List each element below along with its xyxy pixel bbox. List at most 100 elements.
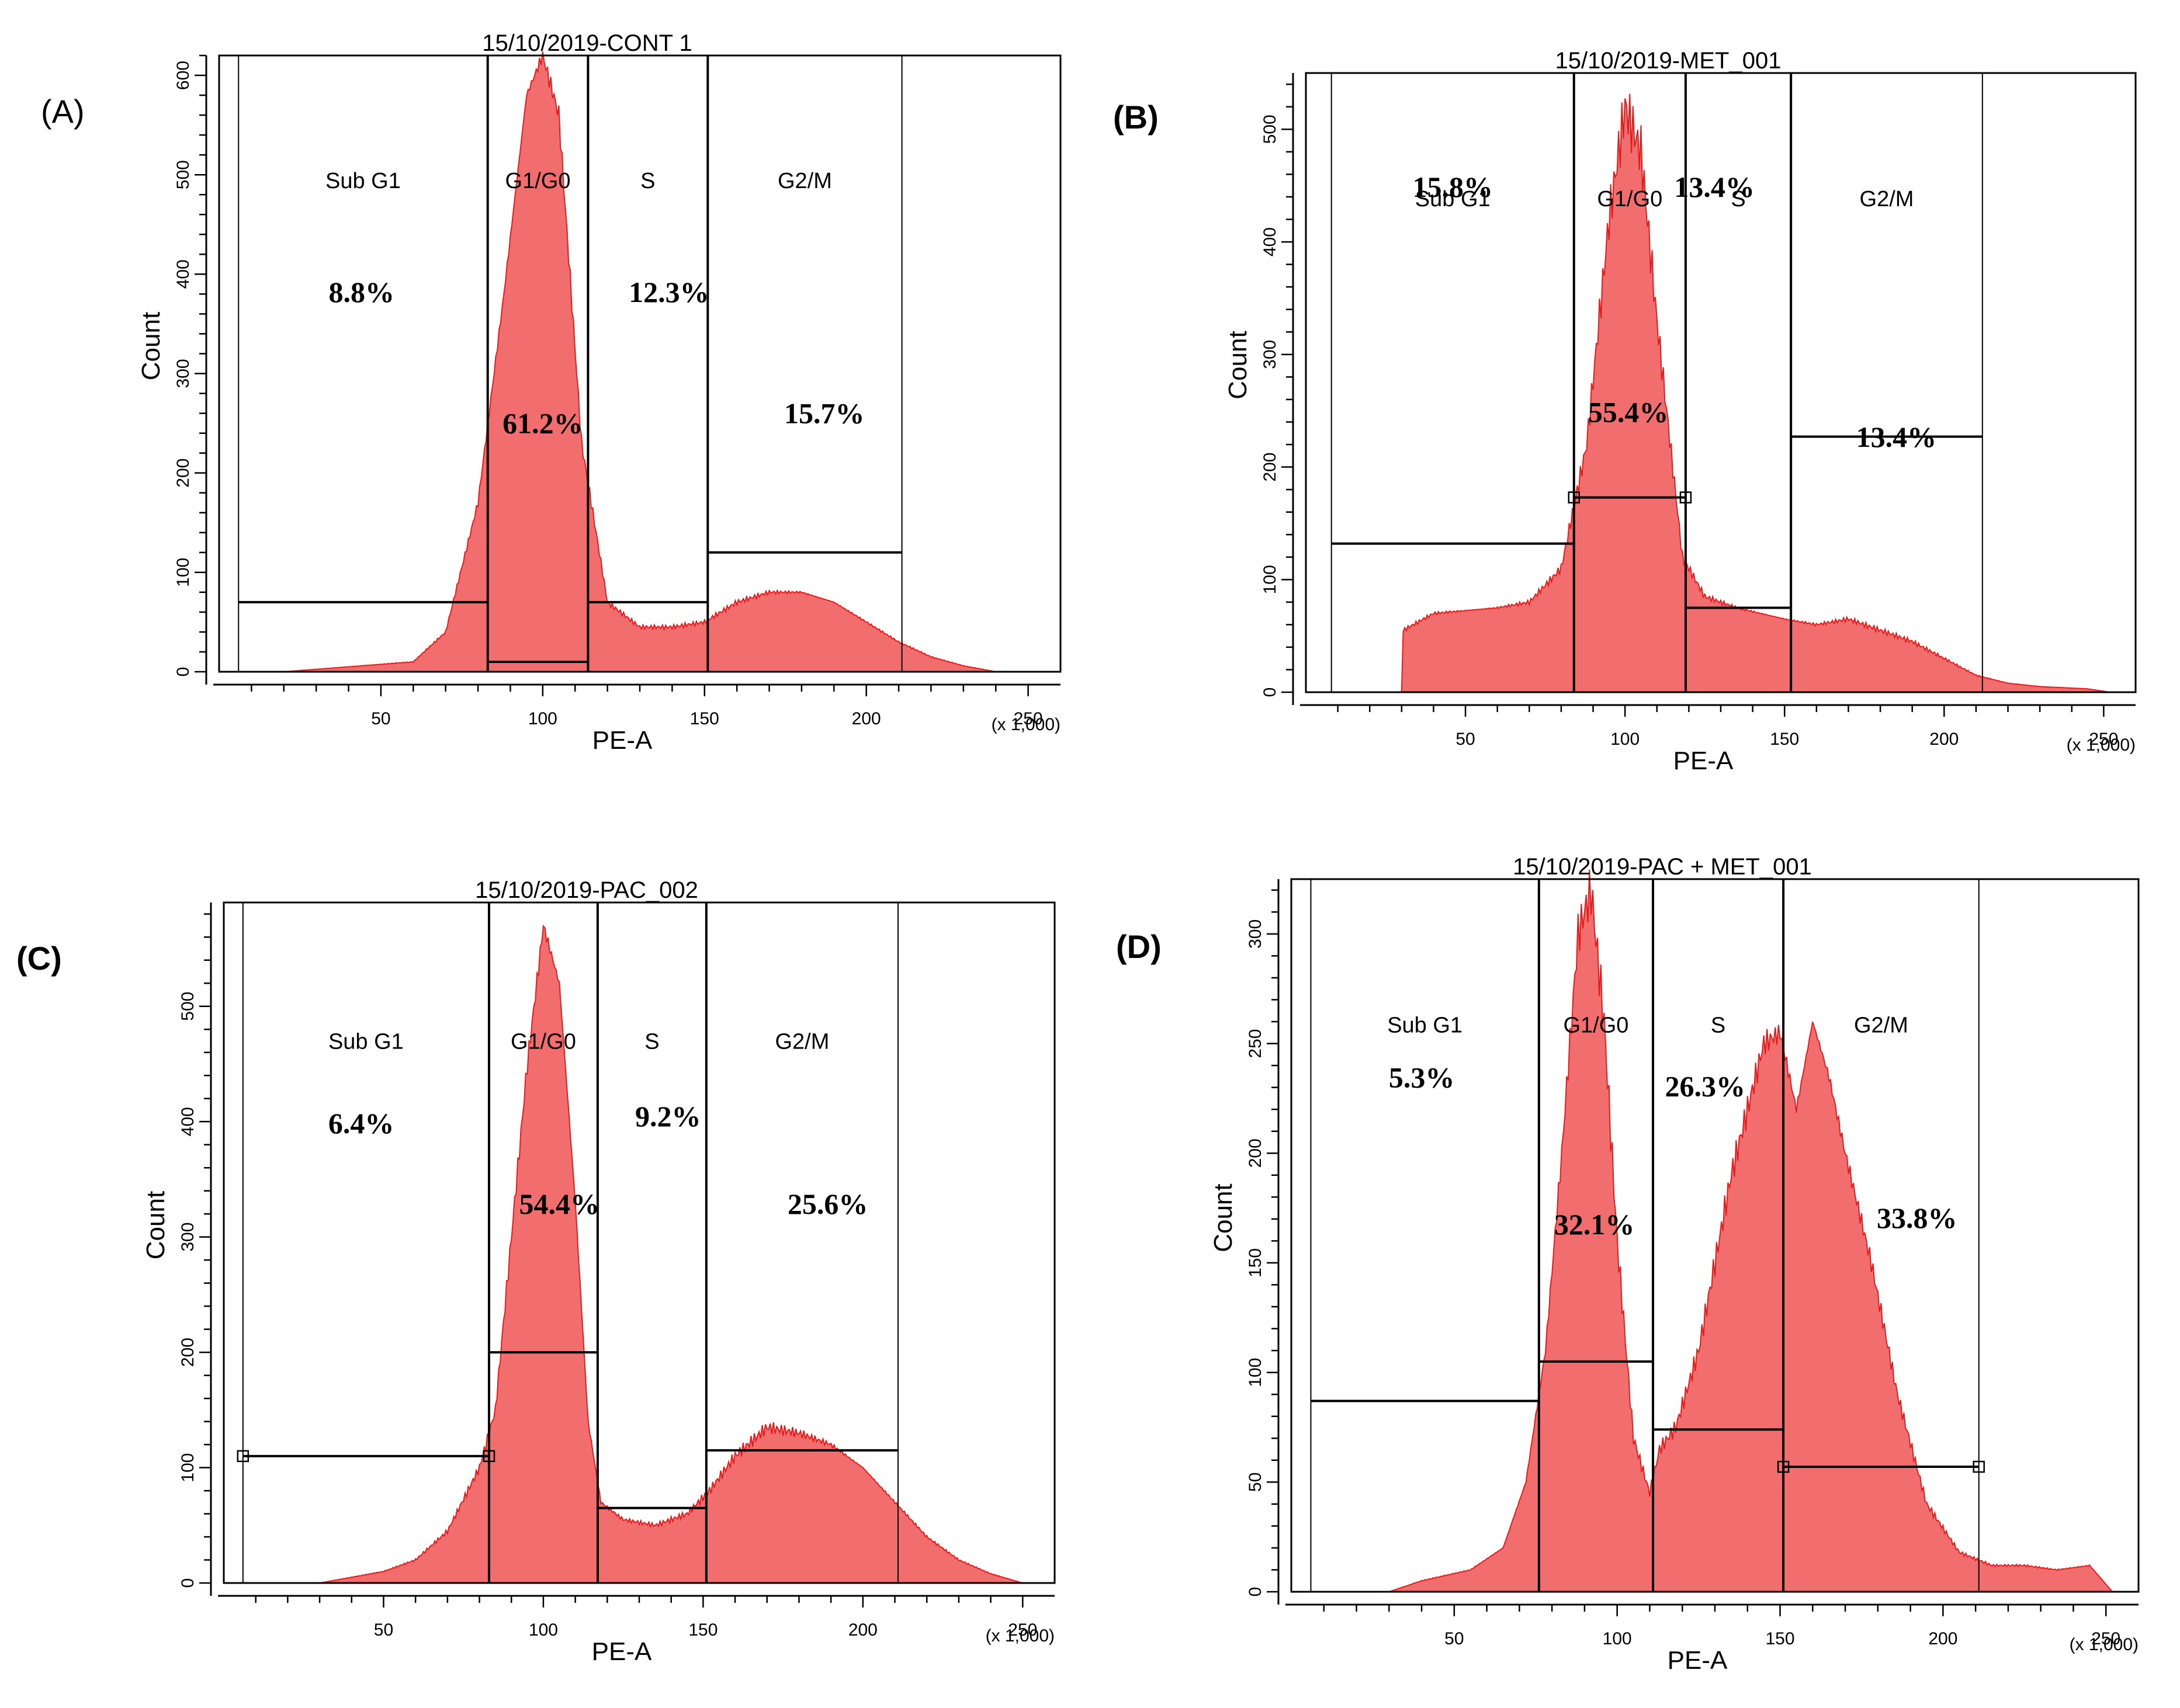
- x-axis-label: PE-A: [1668, 1646, 1728, 1675]
- y-tick-label: 300: [174, 359, 193, 388]
- y-axis-label: Count: [1224, 331, 1252, 399]
- y-tick-label: 400: [174, 259, 193, 289]
- y-axis-label: Count: [1209, 1183, 1238, 1252]
- x-scale-note: (x 1,000): [2070, 1635, 2139, 1654]
- y-tick-label: 200: [174, 459, 193, 488]
- y-tick-label: 400: [178, 1107, 197, 1136]
- x-tick-label: 50: [1455, 730, 1475, 749]
- y-tick-label: 100: [178, 1453, 197, 1483]
- y-tick-label: 200: [178, 1338, 197, 1367]
- x-tick-label: 100: [1603, 1629, 1632, 1648]
- x-tick-label: 200: [1928, 1629, 1957, 1648]
- x-axis-label: PE-A: [592, 726, 653, 755]
- gate-handle: [1777, 1460, 1790, 1473]
- gate-name: G2/M: [1854, 1013, 1908, 1037]
- x-tick-label: 250: [1014, 709, 1043, 728]
- y-tick-label: 250: [1246, 1029, 1265, 1058]
- gate-percent: 26.3%: [1665, 1070, 1746, 1103]
- y-axis-label: Count: [137, 312, 165, 380]
- gate-percent: 15.8%: [1412, 171, 1493, 203]
- histogram-area: [319, 924, 1023, 1584]
- x-tick-label: 150: [1766, 1629, 1795, 1648]
- x-tick-label: 200: [848, 1620, 878, 1640]
- y-tick-label: 100: [174, 558, 193, 587]
- y-tick-label: 200: [1260, 453, 1280, 482]
- x-tick-label: 100: [529, 1620, 558, 1640]
- x-tick-label: 50: [374, 1620, 393, 1640]
- y-tick-label: 200: [1246, 1138, 1265, 1168]
- y-tick-label: 0: [174, 667, 193, 677]
- gate-name: S: [640, 169, 655, 193]
- y-axis-label: Count: [141, 1191, 170, 1259]
- panel-letter: (D): [1116, 928, 1162, 965]
- chart-title: 15/10/2019-MET_001: [1555, 48, 1782, 74]
- histogram-area: [283, 51, 996, 672]
- plot-frame: [223, 901, 1056, 1584]
- y-tick-label: 400: [1260, 227, 1280, 256]
- x-scale-note: (x 1,000): [986, 1626, 1055, 1645]
- gate-handle: [1973, 1460, 1985, 1473]
- x-tick-label: 250: [1008, 1620, 1037, 1640]
- gate-name: Sub G1: [1415, 187, 1491, 211]
- panel-letter: (C): [16, 940, 62, 977]
- gate-name: G1/G0: [1597, 187, 1662, 211]
- gate-name: Sub G1: [325, 169, 401, 193]
- gate-percent: 13.4%: [1674, 171, 1755, 203]
- y-tick-label: 150: [1246, 1248, 1265, 1277]
- x-tick-label: 250: [2091, 1629, 2120, 1648]
- y-tick-label: 50: [1246, 1473, 1265, 1492]
- gate-name: Sub G1: [1387, 1013, 1462, 1037]
- gate-percent: 9.2%: [635, 1100, 701, 1133]
- histogram-panel-1: (A) Sub G1 8.8% G1/G0 61.2% S 12.3% G2/M 15.7% 15…: [41, 30, 1062, 755]
- plot-frame: [1290, 878, 2140, 1593]
- chart-title: 15/10/2019-PAC_002: [475, 877, 698, 903]
- histogram-area: [1388, 869, 2114, 1592]
- histogram-panel-4: (D) Sub G1 5.3% G1/G0 32.1% S 26.3% G2/M 33.8% 15…: [1116, 854, 2140, 1675]
- y-tick-label: 0: [1246, 1587, 1265, 1597]
- gate-name: G2/M: [1860, 187, 1914, 211]
- y-tick-label: 600: [174, 61, 193, 90]
- plot-frame: [218, 54, 1062, 673]
- gate-name: S: [644, 1029, 659, 1054]
- gate-percent: 33.8%: [1877, 1202, 1957, 1234]
- gate-percent: 61.2%: [502, 407, 583, 440]
- gate-name: G2/M: [778, 169, 832, 193]
- panel-letter: (B): [1113, 99, 1159, 136]
- y-tick-label: 100: [1260, 565, 1280, 594]
- histogram-area: [1401, 93, 2110, 693]
- y-tick-label: 500: [174, 160, 193, 189]
- gate-name: G2/M: [775, 1029, 829, 1054]
- gate-percent: 55.4%: [1588, 395, 1669, 428]
- gate-percent: 25.6%: [788, 1188, 868, 1220]
- gate-name: G1/G0: [511, 1029, 576, 1054]
- gate-percent: 54.4%: [519, 1188, 600, 1220]
- x-scale-note: (x 1,000): [992, 715, 1060, 734]
- y-tick-label: 500: [178, 992, 197, 1021]
- gate-name: S: [1711, 1013, 1725, 1037]
- y-tick-label: 300: [1246, 919, 1265, 949]
- x-tick-label: 100: [1610, 730, 1640, 749]
- gate-percent: 6.4%: [328, 1107, 394, 1140]
- y-tick-label: 500: [1260, 114, 1280, 144]
- x-tick-label: 50: [371, 709, 390, 728]
- gate-percent: 5.3%: [1389, 1061, 1455, 1094]
- y-tick-label: 100: [1246, 1358, 1265, 1387]
- x-axis-label: PE-A: [592, 1637, 652, 1666]
- plot-frame: [1305, 72, 2137, 693]
- x-tick-label: 150: [690, 709, 719, 728]
- x-tick-label: 50: [1444, 1629, 1464, 1648]
- gate-handle: [1568, 491, 1581, 504]
- gate-percent: 8.8%: [328, 276, 394, 308]
- x-tick-label: 250: [2089, 730, 2118, 749]
- gate-percent: 13.4%: [1856, 421, 1937, 453]
- y-tick-label: 0: [1260, 688, 1280, 697]
- x-tick-label: 200: [852, 709, 881, 728]
- gate-name: G1/G0: [1563, 1013, 1628, 1037]
- y-tick-label: 300: [178, 1223, 197, 1252]
- gate-percent: 12.3%: [629, 276, 709, 308]
- x-tick-label: 200: [1929, 730, 1959, 749]
- gate-handle: [237, 1450, 249, 1463]
- gate-name: S: [1731, 187, 1745, 211]
